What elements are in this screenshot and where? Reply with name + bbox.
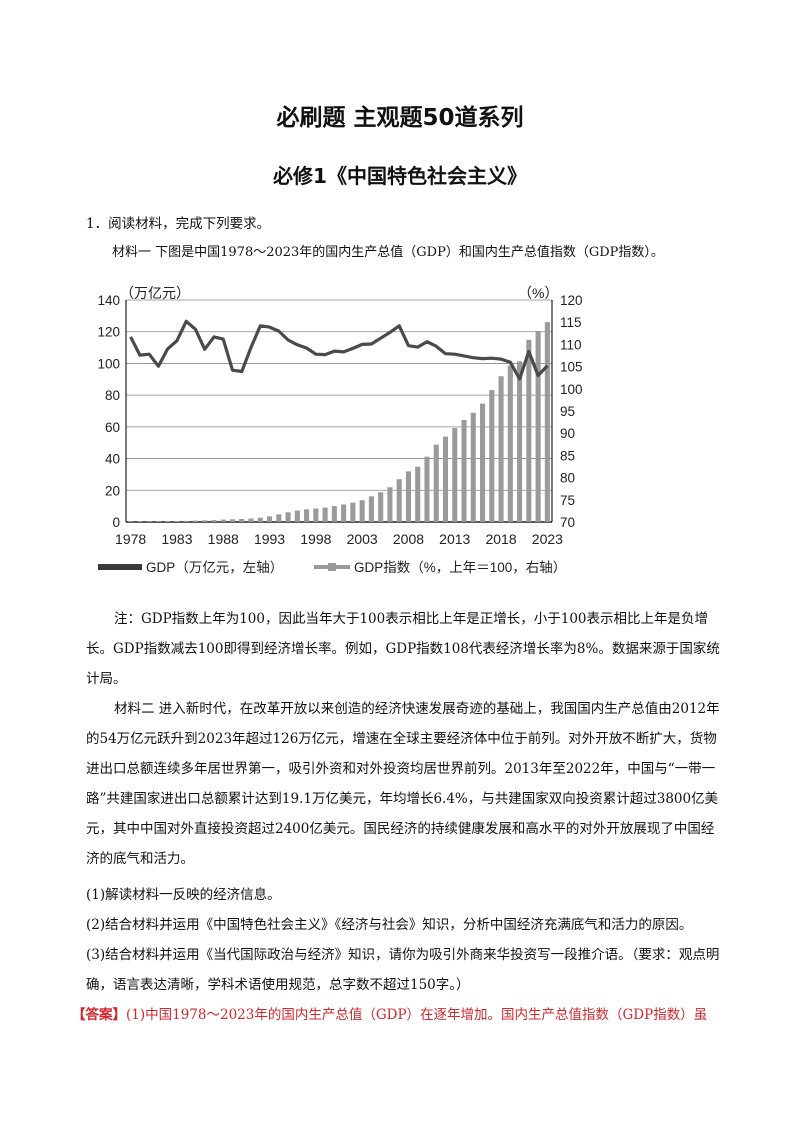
gdp-bar [294,510,300,522]
right-tick-label: 70 [560,515,575,530]
gdp-bar [266,516,273,522]
chart-note: 注：GDP指数上年为100，因此当年大于100表示相比上年是正增长，小于100表… [86,611,720,687]
legend-index-label: GDP指数（%，上年＝100，右轴） [354,560,566,575]
answer-text: (1)中国1978～2023年的国内生产总值（GDP）在逐年增加。国内生产总值指… [126,1007,708,1023]
gdp-bar [415,466,421,522]
sub-question-3: (3)结合材料并运用《当代国际政治与经济》知识，请你为吸引外商来华投资写一段推介… [86,947,720,993]
gdp-bar [322,507,328,522]
gdp-bar [359,500,365,522]
right-tick-label: 75 [560,493,575,508]
right-tick-label: 100 [560,382,583,397]
gdp-bar [479,403,486,522]
legend-gdp-swatch [98,564,142,570]
x-tick-label: 2013 [439,531,470,547]
gdp-bar [507,365,513,522]
gdp-bar [378,492,384,522]
gdp-bar [350,502,356,522]
left-tick-label: 20 [105,483,120,498]
gdp-bar [229,519,236,522]
gdp-bar [128,521,134,522]
gdp-bar [146,521,152,522]
x-tick-label: 2003 [347,531,378,547]
gdp-bar [405,471,412,522]
left-tick-label: 40 [105,452,120,467]
left-tick-label: 120 [97,325,120,340]
x-tick-label: 2008 [393,531,424,547]
x-tick-label: 1983 [161,531,192,547]
right-axis-unit: （%） [518,285,558,301]
gdp-bar [220,519,226,522]
gdp-bar [517,361,523,522]
gdp-bar [544,322,550,522]
chart-axes: 0 20 40 60 80 100 120 140 70 75 80 85 90 95 100 105 110 1… [97,293,582,547]
material1-intro: 材料一 下图是中国1978～2023年的国内生产总值（GDP）和国内生产总值指数… [112,245,664,260]
chart-grid [126,299,552,523]
gdp-bar [183,520,189,522]
gdp-bar [192,520,199,522]
right-tick-label: 120 [560,293,583,308]
answer-line: 【答案】(1)中国1978～2023年的国内生产总值（GDP）在逐年增加。国内生… [72,1000,732,1030]
left-tick-label: 100 [97,356,120,371]
x-tick-label: 2023 [532,531,563,547]
right-tick-label: 85 [560,448,575,463]
left-axis-unit: （万亿元） [120,285,190,301]
sub-question-1: (1)解读材料一反映的经济信息。 [86,887,281,903]
gdp-bar [387,487,393,522]
gdp-bar [452,427,458,522]
gdp-bar [461,419,467,522]
material2-paragraph: 材料二 进入新时代，在改革开放以来创造的经济快速发展奇迹的基础上，我国国内生产总… [86,701,720,867]
gdp-bar [341,504,347,522]
left-tick-label: 80 [105,388,120,403]
gdp-bar [257,517,263,522]
right-tick-label: 95 [560,404,575,419]
gdp-bar [304,509,310,522]
answer-tag: 【答案】 [72,1007,126,1023]
legend-index-marker [328,563,336,571]
x-tick-label: 1998 [300,531,331,547]
page-title: 必刷题 主观题50道系列 [276,105,524,131]
gdp-bar [211,520,217,522]
gdp-bar [526,339,532,522]
gdp-bar [276,514,282,522]
gdp-bar [470,412,476,522]
gdp-bar [248,518,254,522]
right-tick-label: 115 [560,315,582,330]
x-tick-label: 1988 [208,531,239,547]
x-tick-label: 1978 [115,531,146,547]
gdp-bar [202,520,208,522]
gdp-bar [239,519,245,522]
gdp-bar [165,521,171,522]
sub-question-2: (2)结合材料并运用《中国特色社会主义》《经济与社会》知识，分析中国经济充满底气… [86,917,693,933]
gdp-bar [137,521,143,522]
gdp-chart: 0 20 40 60 80 100 120 140 70 75 80 85 90 95 100 105 110 1… [97,285,582,575]
gdp-bar [535,330,541,522]
legend-gdp-label: GDP（万亿元，左轴） [146,560,283,575]
gdp-bars [128,322,550,522]
gdp-bar [331,506,337,522]
gdp-bar [396,479,402,522]
gdp-bar [285,512,291,522]
gdp-bar [498,376,504,522]
x-tick-label: 1993 [254,531,285,547]
gdp-bar [155,521,161,522]
gdp-bar [489,390,495,522]
gdp-bar [313,508,319,522]
chart-legend: GDP（万亿元，左轴） GDP指数（%，上年＝100，右轴） [98,560,566,575]
right-tick-label: 110 [560,337,582,352]
gdp-bar [442,436,449,522]
right-tick-label: 80 [560,471,575,486]
gdp-index-line [129,319,549,381]
right-tick-label: 90 [560,426,575,441]
gdp-bar [433,444,439,522]
gdp-bar [174,521,180,522]
left-tick-label: 140 [97,293,120,308]
gdp-bar [424,456,430,522]
left-tick-label: 0 [112,515,120,530]
x-tick-label: 2018 [485,531,516,547]
left-tick-label: 60 [105,420,120,435]
page-subtitle: 必修1《中国特色社会主义》 [273,164,527,188]
question-number: 1．阅读材料，完成下列要求。 [86,216,271,232]
right-tick-label: 105 [560,360,583,375]
gdp-bar [368,496,374,522]
